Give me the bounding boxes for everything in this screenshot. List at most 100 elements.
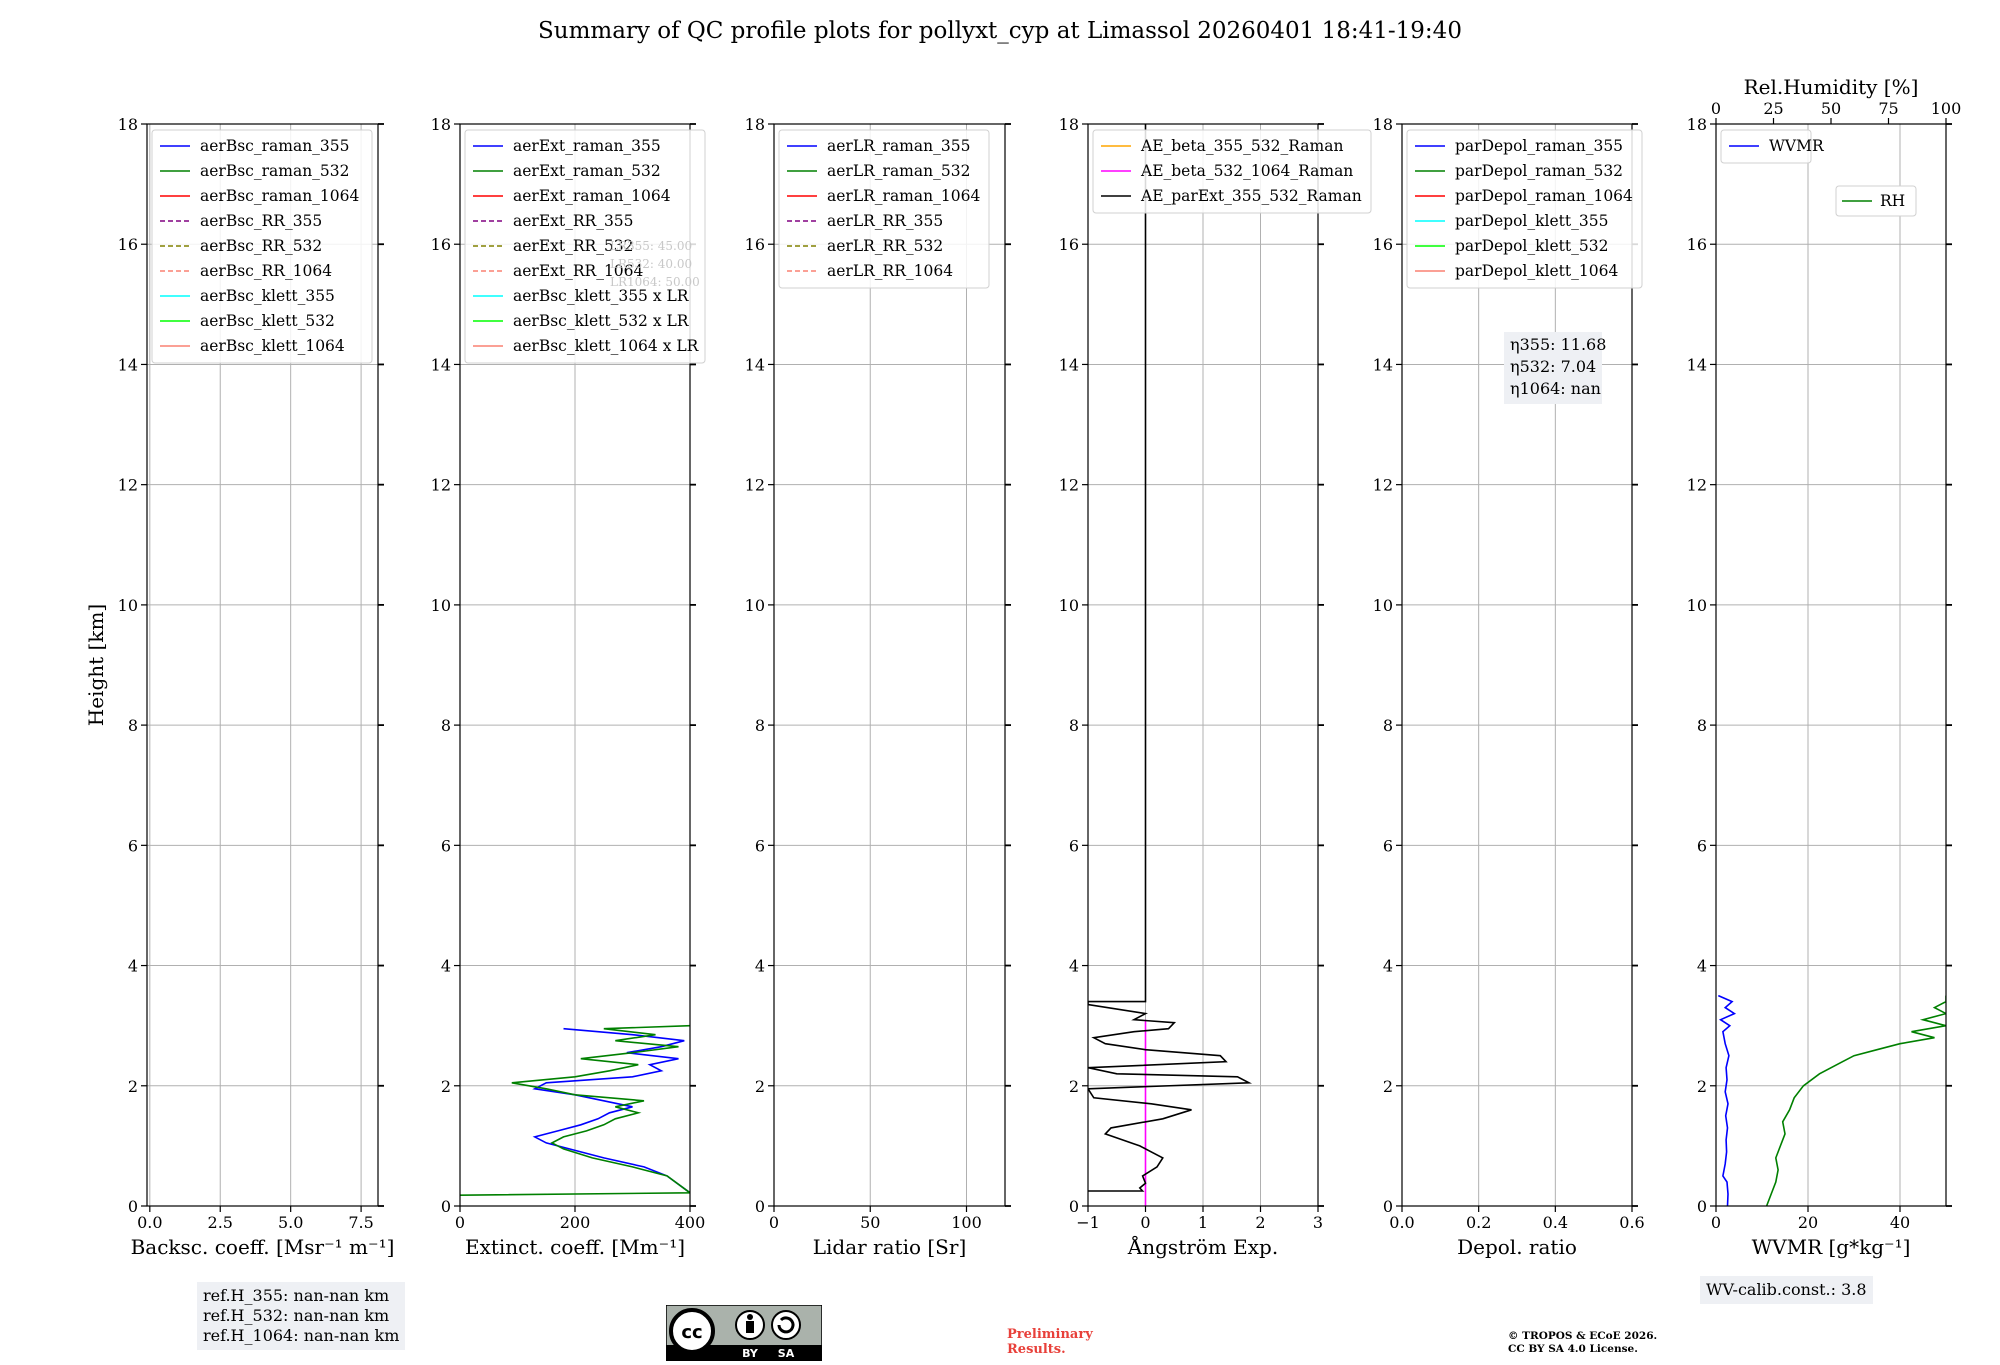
x-tick-label: 40 (1890, 1213, 1910, 1232)
x-tick-label: 2 (1255, 1213, 1265, 1232)
y-tick-label: 6 (128, 836, 138, 855)
x-tick-label: −1 (1076, 1213, 1100, 1232)
legend-label: parDepol_raman_1064 (1455, 187, 1633, 205)
series-RH (1765, 995, 1946, 1206)
legend-label: parDepol_klett_355 (1455, 212, 1608, 230)
legend-label: parDepol_raman_355 (1455, 137, 1623, 155)
y-tick-label: 4 (1697, 957, 1707, 976)
series-aerExt_raman_532 (460, 1024, 690, 1196)
y-tick-label: 16 (1687, 235, 1707, 254)
ref-height-532: ref.H_532: nan-nan km (203, 1306, 390, 1325)
legend: aerExt_raman_355 aerExt_raman_532 aerExt_r… (464, 129, 706, 364)
y-tick-label: 14 (118, 355, 138, 374)
legend-label: aerLR_raman_1064 (827, 187, 980, 205)
y-tick-label: 6 (441, 836, 451, 855)
y-tick-label: 6 (1069, 836, 1079, 855)
copyright-note: © TROPOS & ECoE 2026. CC BY SA 4.0 Licen… (1508, 1330, 1658, 1355)
legend-box (778, 129, 990, 289)
legend-label: aerBsc_raman_355 (200, 137, 350, 155)
legend-label: aerExt_RR_1064 (513, 262, 644, 280)
legend-box (1092, 129, 1372, 214)
preliminary-note: Preliminary Results. (1007, 1327, 1093, 1357)
y-tick-label: 18 (118, 115, 138, 134)
x-tick-label: 1 (1198, 1213, 1208, 1232)
axes-frame (1401, 123, 1633, 1207)
eta-label: η355: 11.68 (1510, 335, 1606, 354)
lr-annotation: LR1064: 50.00 (610, 275, 700, 289)
legend-label: aerLR_RR_1064 (827, 262, 953, 280)
top-x-tick-label: 50 (1821, 99, 1841, 118)
y-tick-label: 0 (1069, 1197, 1079, 1216)
y-tick-label: 12 (1687, 476, 1707, 495)
ref-height-box: ref.H_355: nan-nan km ref.H_532: nan-nan… (197, 1282, 406, 1350)
legend-label: aerBsc_raman_1064 (200, 187, 360, 205)
y-tick-label: 2 (1069, 1077, 1079, 1096)
axes-frame (1715, 123, 1947, 1207)
x-tick-label: 2.5 (208, 1213, 233, 1232)
series-WVMR (1717, 994, 1737, 1206)
eta-label: η1064: nan (1510, 379, 1601, 398)
y-tick-label: 4 (1383, 957, 1393, 976)
axes-frame (773, 123, 1006, 1207)
legend-label: aerExt_RR_532 (513, 237, 634, 255)
legend-label: aerBsc_klett_1064 (200, 337, 345, 355)
x-tick-label: 0 (769, 1213, 779, 1232)
legend-label: WVMR (1769, 137, 1825, 155)
top-x-tick-label: 0 (1711, 99, 1721, 118)
axes-frame (146, 123, 379, 1207)
legend-label: aerBsc_klett_532 x LR (513, 312, 690, 330)
ref-height-1064: ref.H_1064: nan-nan km (203, 1326, 400, 1345)
top-x-axis-label: Rel.Humidity [%] (1744, 75, 1919, 99)
y-tick-label: 0 (128, 1197, 138, 1216)
x-axis-label: Lidar ratio [Sr] (813, 1235, 967, 1259)
cc-icon (669, 1308, 715, 1354)
legend-label: aerBsc_RR_1064 (200, 262, 332, 280)
y-tick-label: 16 (118, 235, 138, 254)
y-tick-label: 14 (1059, 355, 1079, 374)
y-tick-label: 18 (431, 115, 451, 134)
legend-box (151, 129, 373, 364)
legend: parDepol_raman_355 parDepol_raman_532 parD… (1406, 129, 1643, 289)
legend-label: aerBsc_RR_532 (200, 237, 322, 255)
legend-label: aerLR_raman_355 (827, 137, 970, 155)
x-tick-label: 200 (560, 1213, 591, 1232)
legend-box (1406, 129, 1643, 289)
legend-label: aerLR_RR_532 (827, 237, 943, 255)
y-tick-label: 6 (1697, 836, 1707, 855)
y-tick-label: 12 (1373, 476, 1393, 495)
y-tick-label: 6 (755, 836, 765, 855)
legend-label: AE_parExt_355_532_Raman (1140, 187, 1362, 205)
legend-label: aerBsc_klett_532 (200, 312, 335, 330)
x-axis-label: Extinct. coeff. [Mm⁻¹] (465, 1235, 685, 1259)
legend: WVMR RH (1720, 129, 1917, 217)
x-axis-label: Ångström Exp. (1127, 1234, 1278, 1259)
y-tick-label: 16 (745, 235, 765, 254)
y-tick-label: 12 (745, 476, 765, 495)
x-axis-label: Depol. ratio (1457, 1235, 1577, 1259)
x-tick-label: 0 (1711, 1213, 1721, 1232)
legend-label: aerBsc_klett_1064 x LR (513, 337, 700, 355)
x-tick-label: 50 (860, 1213, 880, 1232)
legend-label: aerExt_raman_355 (513, 137, 661, 155)
x-tick-label: 20 (1798, 1213, 1818, 1232)
y-tick-label: 14 (431, 355, 451, 374)
figure-title: Summary of QC profile plots for pollyxt_… (538, 18, 1462, 44)
legend-label: aerLR_raman_532 (827, 162, 970, 180)
eta-box (1504, 332, 1602, 404)
y-tick-label: 14 (745, 355, 765, 374)
y-tick-label: 12 (118, 476, 138, 495)
y-tick-label: 0 (441, 1197, 451, 1216)
legend-label: aerBsc_klett_355 (200, 287, 335, 305)
svg-text:cc: cc (681, 1322, 702, 1343)
y-tick-label: 0 (1697, 1197, 1707, 1216)
panel-ext: 0 2 4 6 8 10 12 14 16 18 0 200 400 Extinct. coeff. [M… (431, 115, 706, 1259)
y-tick-label: 4 (128, 957, 138, 976)
x-tick-label: 0 (1140, 1213, 1150, 1232)
y-tick-label: 2 (1697, 1077, 1707, 1096)
x-axis-label: Backsc. coeff. [Msr⁻¹ m⁻¹] (131, 1235, 395, 1259)
wv-calib-text: WV-calib.const.: 3.8 (1706, 1280, 1867, 1299)
series-aerExt_raman_355 (532, 1027, 690, 1194)
x-tick-label: 0 (455, 1213, 465, 1232)
